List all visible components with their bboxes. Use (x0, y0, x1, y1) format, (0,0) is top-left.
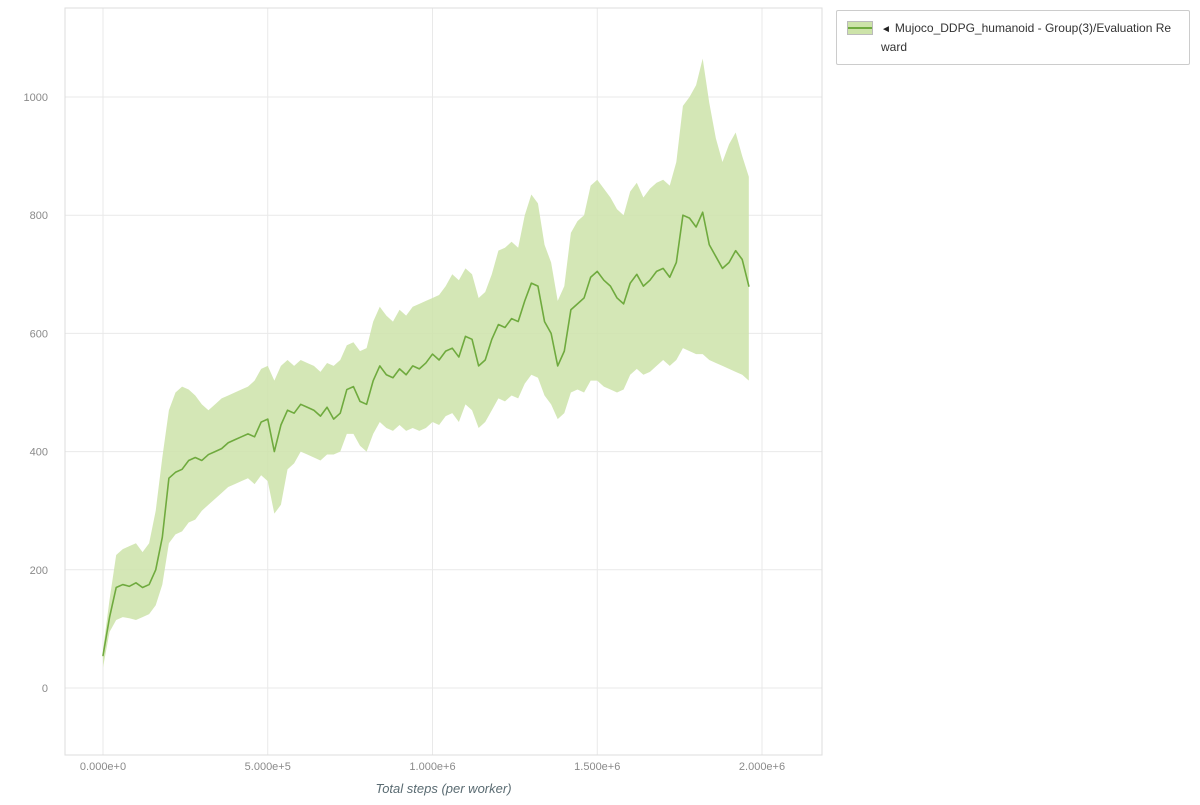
y-tick-label: 0 (42, 683, 48, 695)
y-tick-label: 200 (30, 565, 48, 577)
collapse-triangle-icon[interactable]: ◄ (881, 24, 891, 35)
x-tick-label: 5.000e+5 (245, 761, 291, 773)
mean-line (102, 211, 750, 657)
legend-series-name: Mujoco_DDPG_humanoid - Group(3)/Evaluati… (881, 21, 1172, 54)
x-axis-title: Total steps (per worker) (375, 781, 512, 796)
y-tick-label: 800 (30, 210, 48, 222)
legend-item[interactable]: ◄ Mujoco_DDPG_humanoid - Group(3)/Evaluat… (847, 19, 1179, 56)
plot-border (64, 7, 823, 756)
legend-line-swatch (848, 27, 872, 29)
x-tick-label: 1.500e+6 (574, 761, 620, 773)
y-tick-label: 400 (30, 447, 48, 459)
legend: ◄ Mujoco_DDPG_humanoid - Group(3)/Evaluat… (836, 10, 1190, 66)
x-tick-label: 2.000e+6 (739, 761, 785, 773)
legend-label: ◄ Mujoco_DDPG_humanoid - Group(3)/Evaluat… (881, 19, 1179, 56)
legend-series-swatch (847, 21, 873, 35)
y-tick-label: 1000 (24, 92, 48, 104)
x-tick-label: 0.000e+0 (80, 761, 126, 773)
x-tick-label: 1.000e+6 (409, 761, 455, 773)
y-tick-label: 600 (30, 328, 48, 340)
